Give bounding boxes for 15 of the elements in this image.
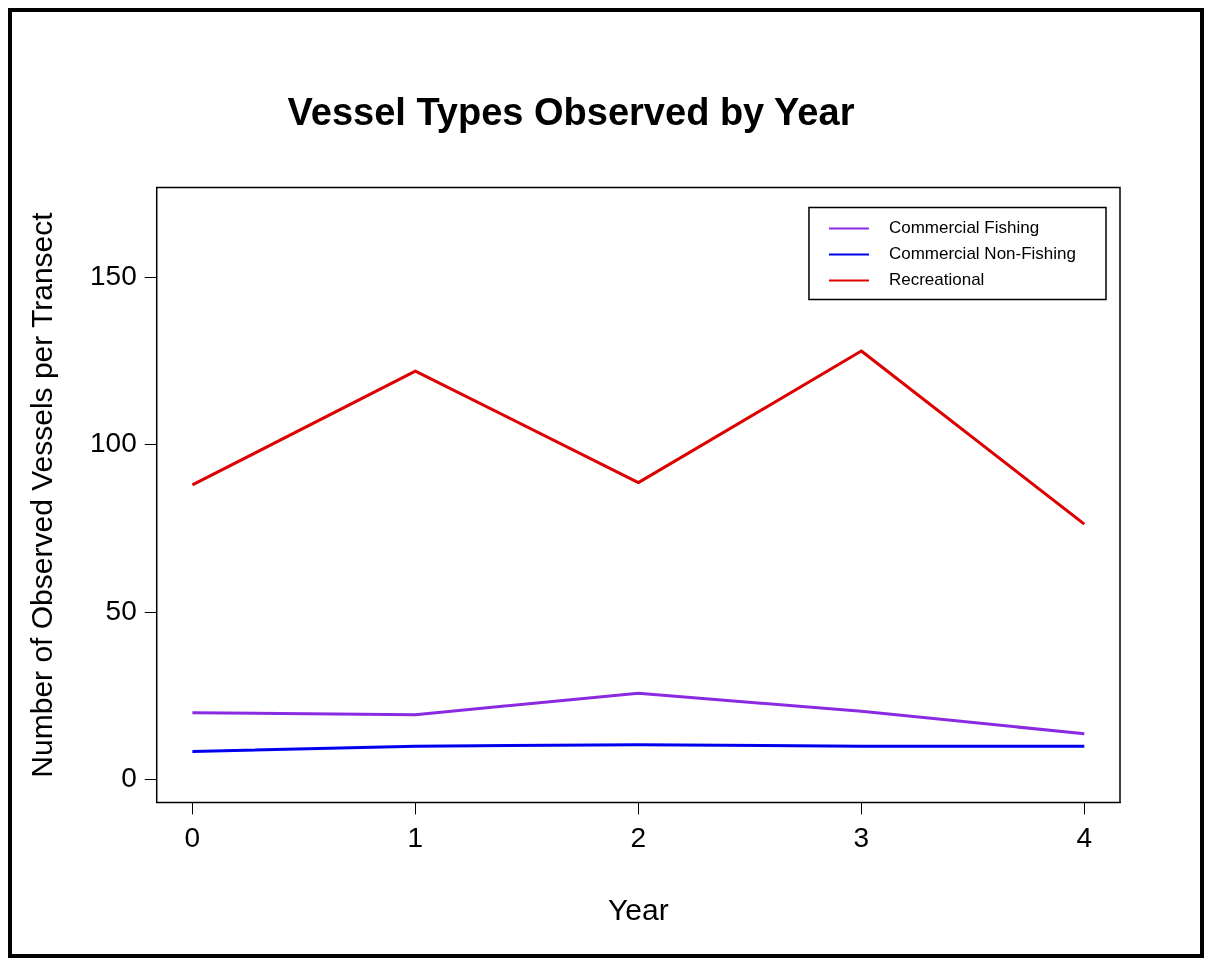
y-axis-title: Number of Observed Vessels per Transect: [25, 211, 59, 778]
x-axis-title: Year: [608, 893, 669, 927]
x-tick-label: 2: [630, 821, 647, 853]
y-tick-label: 50: [105, 594, 137, 626]
x-tick-label: 1: [407, 821, 424, 853]
legend-label: Commercial Non-Fishing: [888, 244, 1077, 264]
chart-title: Vessel Types Observed by Year: [287, 91, 855, 134]
legend-label: Recreational: [888, 270, 985, 290]
x-tick-label: 3: [853, 821, 870, 853]
legend-label: Commercial Fishing: [888, 218, 1040, 238]
x-tick-label: 4: [1076, 821, 1093, 853]
x-tick-label: 0: [184, 821, 201, 853]
y-tick-label: 150: [90, 260, 137, 292]
y-tick-label: 0: [121, 762, 137, 794]
y-tick-label: 100: [90, 427, 137, 459]
